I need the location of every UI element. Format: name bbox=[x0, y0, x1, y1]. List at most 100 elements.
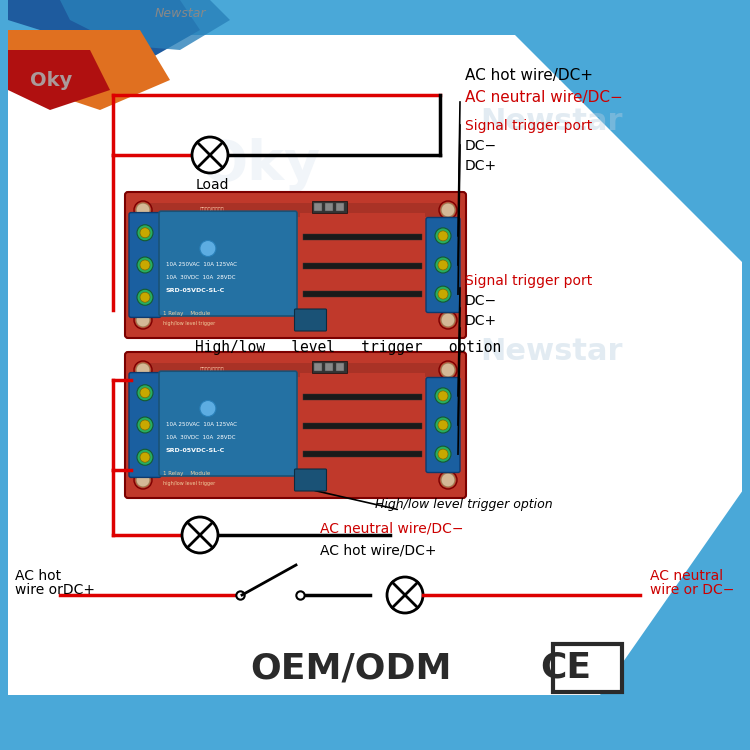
Text: wire or DC−: wire or DC− bbox=[650, 583, 734, 597]
FancyBboxPatch shape bbox=[8, 35, 742, 695]
FancyBboxPatch shape bbox=[303, 422, 422, 428]
Circle shape bbox=[435, 228, 451, 244]
Circle shape bbox=[435, 286, 451, 302]
FancyBboxPatch shape bbox=[312, 201, 347, 213]
FancyBboxPatch shape bbox=[426, 217, 460, 313]
Circle shape bbox=[140, 228, 150, 238]
FancyBboxPatch shape bbox=[136, 203, 455, 217]
Text: DC−: DC− bbox=[465, 294, 497, 308]
Circle shape bbox=[438, 289, 448, 299]
Circle shape bbox=[140, 452, 150, 462]
Polygon shape bbox=[8, 0, 200, 70]
Circle shape bbox=[438, 231, 448, 241]
Text: 1 Relay    Module: 1 Relay Module bbox=[163, 471, 210, 476]
Text: AC hot wire/DC+: AC hot wire/DC+ bbox=[320, 543, 436, 557]
Circle shape bbox=[439, 201, 457, 219]
Circle shape bbox=[387, 577, 423, 613]
Text: High/low level trigger option: High/low level trigger option bbox=[375, 498, 553, 511]
Text: Oky: Oky bbox=[200, 368, 320, 422]
Circle shape bbox=[182, 517, 218, 553]
Circle shape bbox=[200, 241, 216, 256]
Text: 10A 250VAC  10A 125VAC: 10A 250VAC 10A 125VAC bbox=[166, 422, 237, 427]
Circle shape bbox=[435, 417, 451, 433]
FancyBboxPatch shape bbox=[300, 374, 425, 474]
FancyBboxPatch shape bbox=[129, 373, 161, 478]
FancyBboxPatch shape bbox=[159, 371, 297, 476]
Text: AC hot: AC hot bbox=[15, 569, 62, 583]
Circle shape bbox=[439, 361, 457, 379]
FancyBboxPatch shape bbox=[426, 377, 460, 472]
Text: Signal trigger port: Signal trigger port bbox=[465, 119, 592, 133]
Circle shape bbox=[134, 311, 152, 329]
Circle shape bbox=[200, 400, 216, 416]
Circle shape bbox=[137, 385, 153, 400]
FancyBboxPatch shape bbox=[312, 361, 347, 373]
Text: DC+: DC+ bbox=[465, 159, 497, 173]
FancyBboxPatch shape bbox=[125, 192, 466, 338]
Circle shape bbox=[140, 420, 150, 430]
Text: DC−: DC− bbox=[465, 139, 497, 153]
Text: Oky: Oky bbox=[30, 71, 72, 90]
Text: AC neutral: AC neutral bbox=[650, 569, 723, 583]
Circle shape bbox=[439, 311, 457, 329]
Text: Newstar: Newstar bbox=[155, 7, 206, 20]
Polygon shape bbox=[60, 0, 230, 50]
Text: 10A 250VAC  10A 125VAC: 10A 250VAC 10A 125VAC bbox=[166, 262, 237, 266]
Text: AC neutral wire/DC−: AC neutral wire/DC− bbox=[320, 521, 464, 535]
FancyBboxPatch shape bbox=[326, 203, 333, 211]
FancyBboxPatch shape bbox=[303, 394, 422, 400]
Circle shape bbox=[137, 225, 153, 241]
FancyBboxPatch shape bbox=[300, 213, 425, 314]
FancyBboxPatch shape bbox=[125, 352, 466, 498]
Circle shape bbox=[438, 449, 448, 459]
FancyBboxPatch shape bbox=[336, 203, 344, 211]
Polygon shape bbox=[8, 50, 110, 110]
Text: Signal trigger port: Signal trigger port bbox=[465, 274, 592, 288]
FancyBboxPatch shape bbox=[295, 469, 326, 491]
Circle shape bbox=[435, 388, 451, 404]
Circle shape bbox=[140, 292, 150, 302]
Text: high/low level trigger: high/low level trigger bbox=[163, 481, 215, 486]
Circle shape bbox=[435, 257, 451, 273]
Text: Newstar: Newstar bbox=[480, 107, 622, 136]
Polygon shape bbox=[480, 0, 750, 270]
Text: 10A  30VDC  10A  28VDC: 10A 30VDC 10A 28VDC bbox=[166, 274, 236, 280]
Circle shape bbox=[435, 446, 451, 462]
Text: Newstar: Newstar bbox=[480, 337, 622, 366]
FancyBboxPatch shape bbox=[314, 203, 322, 211]
FancyBboxPatch shape bbox=[303, 291, 422, 297]
Circle shape bbox=[136, 313, 150, 327]
Circle shape bbox=[137, 417, 153, 433]
Circle shape bbox=[137, 449, 153, 465]
Text: wire orDC+: wire orDC+ bbox=[15, 583, 95, 597]
Circle shape bbox=[441, 363, 455, 377]
Text: 安全电路/控制系统: 安全电路/控制系统 bbox=[200, 367, 224, 372]
Circle shape bbox=[140, 388, 150, 398]
Text: Oky: Oky bbox=[200, 138, 320, 192]
Circle shape bbox=[137, 257, 153, 273]
Circle shape bbox=[438, 391, 448, 401]
FancyBboxPatch shape bbox=[303, 451, 422, 457]
FancyBboxPatch shape bbox=[326, 363, 333, 371]
Text: SRD-05VDC-SL-C: SRD-05VDC-SL-C bbox=[166, 448, 225, 453]
Text: AC neutral wire/DC−: AC neutral wire/DC− bbox=[465, 90, 622, 105]
FancyBboxPatch shape bbox=[303, 262, 422, 268]
FancyBboxPatch shape bbox=[295, 309, 326, 331]
Text: Load: Load bbox=[196, 178, 230, 192]
FancyBboxPatch shape bbox=[314, 363, 322, 371]
Circle shape bbox=[134, 361, 152, 379]
Text: SRD-05VDC-SL-C: SRD-05VDC-SL-C bbox=[166, 288, 225, 292]
FancyBboxPatch shape bbox=[336, 363, 344, 371]
Text: OEM/ODM: OEM/ODM bbox=[250, 651, 452, 685]
Text: high/low level trigger: high/low level trigger bbox=[163, 321, 215, 326]
Circle shape bbox=[441, 203, 455, 217]
Circle shape bbox=[136, 363, 150, 377]
Circle shape bbox=[136, 203, 150, 217]
Polygon shape bbox=[600, 480, 750, 695]
FancyBboxPatch shape bbox=[553, 644, 622, 692]
FancyBboxPatch shape bbox=[159, 211, 297, 316]
Polygon shape bbox=[8, 30, 170, 110]
Circle shape bbox=[192, 137, 228, 173]
Text: 10A  30VDC  10A  28VDC: 10A 30VDC 10A 28VDC bbox=[166, 435, 236, 439]
Circle shape bbox=[439, 471, 457, 489]
